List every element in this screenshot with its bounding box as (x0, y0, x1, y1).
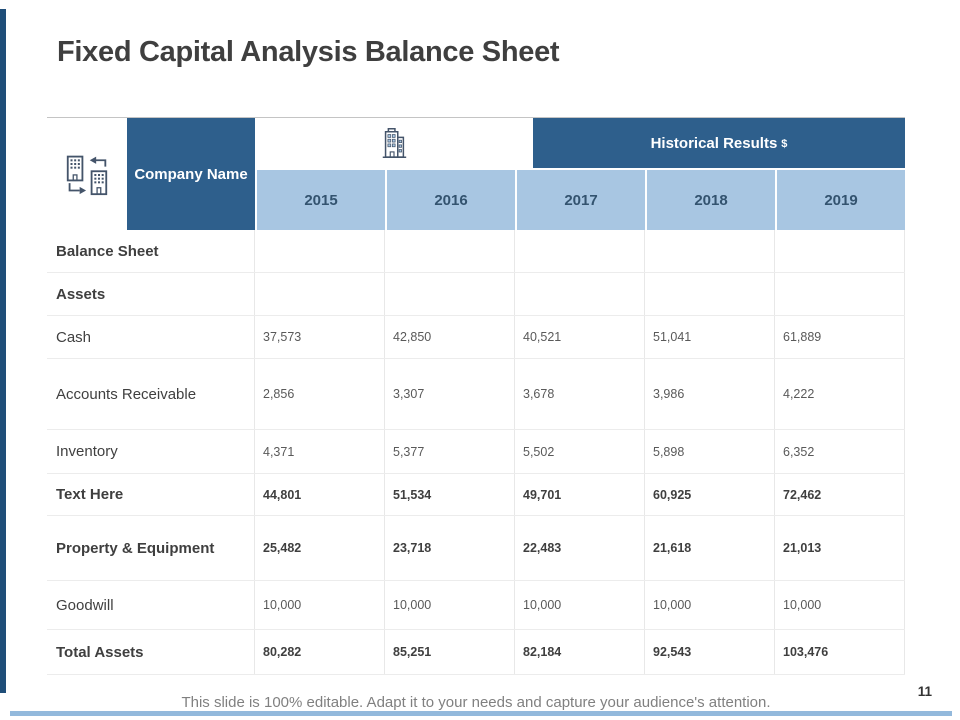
cell-value: 25,482 (255, 516, 385, 580)
year-header-2017: 2017 (515, 170, 645, 230)
table-body: Balance Sheet Assets Cash 37,573 42,850 … (47, 230, 905, 675)
slide-footer-note: This slide is 100% editable. Adapt it to… (181, 694, 771, 711)
table-row-accounts-receivable: Accounts Receivable 2,856 3,307 3,678 3,… (47, 359, 905, 430)
cell-value: 23,718 (385, 516, 515, 580)
dollar-suffix: $ (781, 138, 788, 150)
cell-value (515, 230, 645, 272)
cell-value: 10,000 (385, 581, 515, 629)
row-label: Total Assets (47, 630, 255, 674)
table-row-goodwill: Goodwill 10,000 10,000 10,000 10,000 10,… (47, 581, 905, 630)
cell-value: 3,986 (645, 359, 775, 429)
cell-value: 22,483 (515, 516, 645, 580)
historical-results-label: Historical Results (650, 134, 778, 152)
cell-value (645, 230, 775, 272)
table-row-balance-sheet: Balance Sheet (47, 230, 905, 273)
year-header-2018: 2018 (645, 170, 775, 230)
cell-value (385, 230, 515, 272)
cell-value: 2,856 (255, 359, 385, 429)
cell-value: 85,251 (385, 630, 515, 674)
table-header: Company Name (47, 117, 905, 230)
cell-value: 42,850 (385, 316, 515, 358)
cell-value: 21,618 (645, 516, 775, 580)
cell-value: 51,041 (645, 316, 775, 358)
cell-value: 4,222 (775, 359, 905, 429)
header-right: Historical Results $ 2015 2016 2017 2018… (255, 118, 905, 230)
company-name-header: Company Name (127, 118, 255, 230)
cell-value: 5,502 (515, 430, 645, 473)
year-header-2019: 2019 (775, 170, 905, 230)
cell-value (515, 273, 645, 315)
building-icon-svg (382, 127, 407, 158)
table-row-cash: Cash 37,573 42,850 40,521 51,041 61,889 (47, 316, 905, 359)
table-row-total-assets: Total Assets 80,282 85,251 82,184 92,543… (47, 630, 905, 675)
row-label: Inventory (47, 430, 255, 473)
bottom-accent-bar (10, 711, 952, 716)
buildings-transfer-icon-svg (66, 155, 108, 196)
header-top-row: Historical Results $ (255, 118, 905, 168)
historical-results-header: Historical Results $ (533, 118, 905, 168)
cell-value: 92,543 (645, 630, 775, 674)
cell-value: 10,000 (775, 581, 905, 629)
cell-value (775, 230, 905, 272)
cell-value: 37,573 (255, 316, 385, 358)
balance-sheet-table: Company Name (47, 117, 905, 675)
row-label: Assets (47, 273, 255, 315)
cell-value: 5,898 (645, 430, 775, 473)
cell-value: 21,013 (775, 516, 905, 580)
table-row-text-here: Text Here 44,801 51,534 49,701 60,925 72… (47, 474, 905, 516)
cell-value (645, 273, 775, 315)
cell-value: 40,521 (515, 316, 645, 358)
cell-value: 103,476 (775, 630, 905, 674)
row-label: Goodwill (47, 581, 255, 629)
cell-value: 4,371 (255, 430, 385, 473)
cell-value (385, 273, 515, 315)
cell-value: 5,377 (385, 430, 515, 473)
year-header-row: 2015 2016 2017 2018 2019 (255, 170, 905, 230)
table-row-inventory: Inventory 4,371 5,377 5,502 5,898 6,352 (47, 430, 905, 474)
cell-value: 10,000 (255, 581, 385, 629)
building-icon (255, 118, 533, 168)
cell-value: 51,534 (385, 474, 515, 515)
cell-value: 6,352 (775, 430, 905, 473)
table-row-property-equipment: Property & Equipment 25,482 23,718 22,48… (47, 516, 905, 581)
cell-value (255, 273, 385, 315)
cell-value (775, 273, 905, 315)
company-name-label: Company Name (134, 165, 248, 183)
cell-value: 61,889 (775, 316, 905, 358)
left-accent-bar (0, 9, 6, 693)
cell-value: 10,000 (645, 581, 775, 629)
cell-value: 72,462 (775, 474, 905, 515)
year-header-2015: 2015 (255, 170, 385, 230)
cell-value: 49,701 (515, 474, 645, 515)
cell-value: 60,925 (645, 474, 775, 515)
page-title: Fixed Capital Analysis Balance Sheet (57, 36, 560, 68)
row-label: Accounts Receivable (47, 359, 255, 429)
cell-value: 3,307 (385, 359, 515, 429)
page-number: 11 (917, 684, 932, 699)
row-label: Property & Equipment (47, 516, 255, 580)
year-header-2016: 2016 (385, 170, 515, 230)
row-label: Text Here (47, 474, 255, 515)
table-row-assets: Assets (47, 273, 905, 316)
cell-value: 82,184 (515, 630, 645, 674)
cell-value: 10,000 (515, 581, 645, 629)
row-label: Cash (47, 316, 255, 358)
cell-value (255, 230, 385, 272)
cell-value: 44,801 (255, 474, 385, 515)
buildings-transfer-icon (47, 118, 127, 230)
cell-value: 3,678 (515, 359, 645, 429)
cell-value: 80,282 (255, 630, 385, 674)
row-label: Balance Sheet (47, 230, 255, 272)
